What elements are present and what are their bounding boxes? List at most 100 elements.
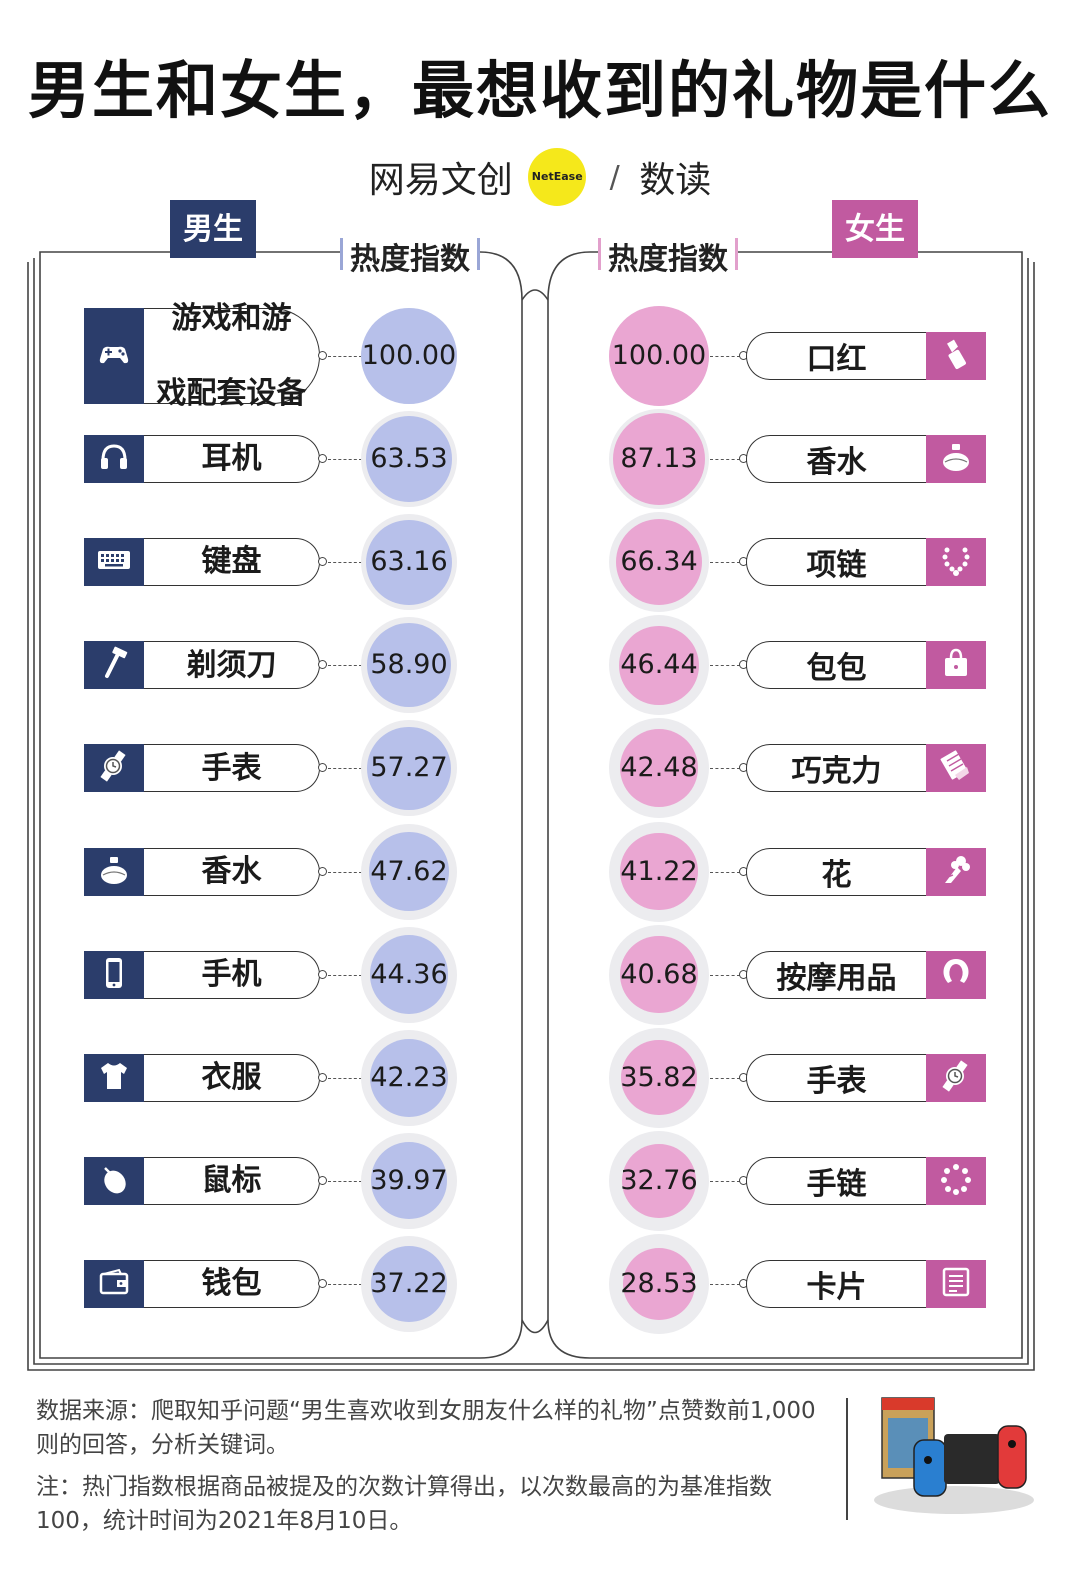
female-bubble [620,936,698,1014]
female-leader-line [710,871,740,873]
bracelet-icon [939,1162,973,1200]
male-leader-dot [318,763,327,773]
logo-separator: / [609,159,620,195]
female-leader-line [710,665,740,667]
male-leader-line [328,1283,362,1285]
male-item-icon-box [84,847,144,896]
female-leader-line [710,974,740,976]
female-item-icon-box [926,1053,986,1102]
keyboard-icon [96,545,132,579]
female-bubble [620,729,698,808]
source-note: 数据来源：爬取知乎问题“男生喜欢收到女朋友什么样的礼物”点赞数前1,000则的回… [36,1398,816,1458]
male-item-icon-box [84,435,144,484]
female-item-label: 包包 [746,641,926,690]
male-value-label: 57.27 [370,752,448,784]
female-item-label: 巧克力 [746,744,926,793]
female-leader-line [710,562,740,564]
male-leader-dot [318,1072,327,1082]
female-bubble [620,832,698,911]
gamepad-icon [97,337,131,375]
female-value-label: 42.48 [620,752,698,784]
male-item-icon-box [84,308,144,404]
male-item-label-line: 香水 [201,853,262,889]
flower-icon [939,853,973,891]
male-value-label: 63.53 [370,443,448,475]
male-tag: 男生 [170,200,256,258]
male-leader-line [328,871,362,873]
male-value-label: 44.36 [370,958,448,990]
male-item-icon-box [84,950,144,999]
male-leader-line [328,356,362,357]
watch-icon [97,749,131,787]
male-item-icon-box [84,641,144,690]
male-leader-line [328,768,362,770]
female-item-icon-box [926,435,986,484]
brand-name: 网易文创 [368,160,513,201]
male-heat-header: 热度指数 [340,234,480,278]
male-item-label-line: 衣服 [201,1059,262,1095]
male-leader-dot [318,557,327,567]
perfume-icon [939,440,973,478]
female-value-label: 28.53 [620,1267,698,1299]
male-item-label-line: 鼠标 [201,1163,262,1199]
male-bubble [371,1246,447,1322]
female-item-label: 香水 [746,435,926,484]
female-item-icon-box [926,1156,986,1205]
male-item-icon-box [84,1156,144,1205]
card-icon [939,1265,973,1303]
female-item-icon-box [926,744,986,793]
male-item-label-line: 钱包 [201,1266,262,1302]
male-leader-dot [318,660,327,670]
female-item-icon-box [926,1259,986,1308]
female-tag: 女生 [832,200,918,258]
female-value-label: 46.44 [620,649,698,681]
male-leader-dot [318,1175,327,1185]
female-item-label: 按摩用品 [746,950,926,999]
male-leader-line [328,974,362,976]
male-bubble [370,1038,448,1117]
necklace-icon [939,543,973,581]
female-item-label: 口红 [746,332,926,380]
male-item-icon-box [84,1259,144,1308]
male-leader-dot [318,866,327,876]
female-value-label: 40.68 [620,958,698,990]
female-item-label: 花 [746,847,926,896]
male-bubble [369,831,449,912]
neck-pillow-icon [939,956,973,994]
female-value-label: 87.13 [620,443,698,475]
male-item-icon-box [84,538,144,587]
razor-icon [97,646,131,684]
male-item-icon-box [84,744,144,793]
male-value-label: 63.16 [370,546,448,578]
note-divider [846,1398,848,1520]
brand-badge: NetEase [528,148,587,206]
female-value-label: 66.34 [620,546,698,578]
lipstick-icon [939,337,973,375]
male-item-label: 衣服 [144,1053,320,1102]
male-bubble [369,935,449,1014]
method-note: 注：热门指数根据商品被提及的次数计算得出，以次数最高的为基准指数100，统计时间… [36,1474,772,1534]
male-item-label-line: 游戏和游 [171,300,292,336]
shirt-icon [97,1059,131,1097]
male-value-label: 42.23 [370,1061,448,1093]
male-item-label: 耳机 [144,435,320,484]
male-value-label: 58.90 [370,649,448,681]
male-bubble [367,623,451,708]
male-leader-line [328,459,362,461]
male-bubble [367,726,451,811]
female-item-icon-box [926,641,986,690]
female-bubble [622,1143,696,1218]
game-console-illustration [864,1388,1034,1518]
male-item-label: 香水 [144,847,320,896]
female-leader-line [710,356,740,357]
male-item-label-line: 手表 [201,750,262,786]
male-bubble [366,416,452,502]
male-value-label: 37.22 [370,1267,448,1299]
female-leader-line [710,1180,740,1182]
female-value-label: 100.00 [611,340,707,371]
male-leader-dot [318,1278,327,1288]
chocolate-icon [939,749,973,787]
male-leader-dot [318,454,327,464]
female-leader-line [710,459,740,461]
